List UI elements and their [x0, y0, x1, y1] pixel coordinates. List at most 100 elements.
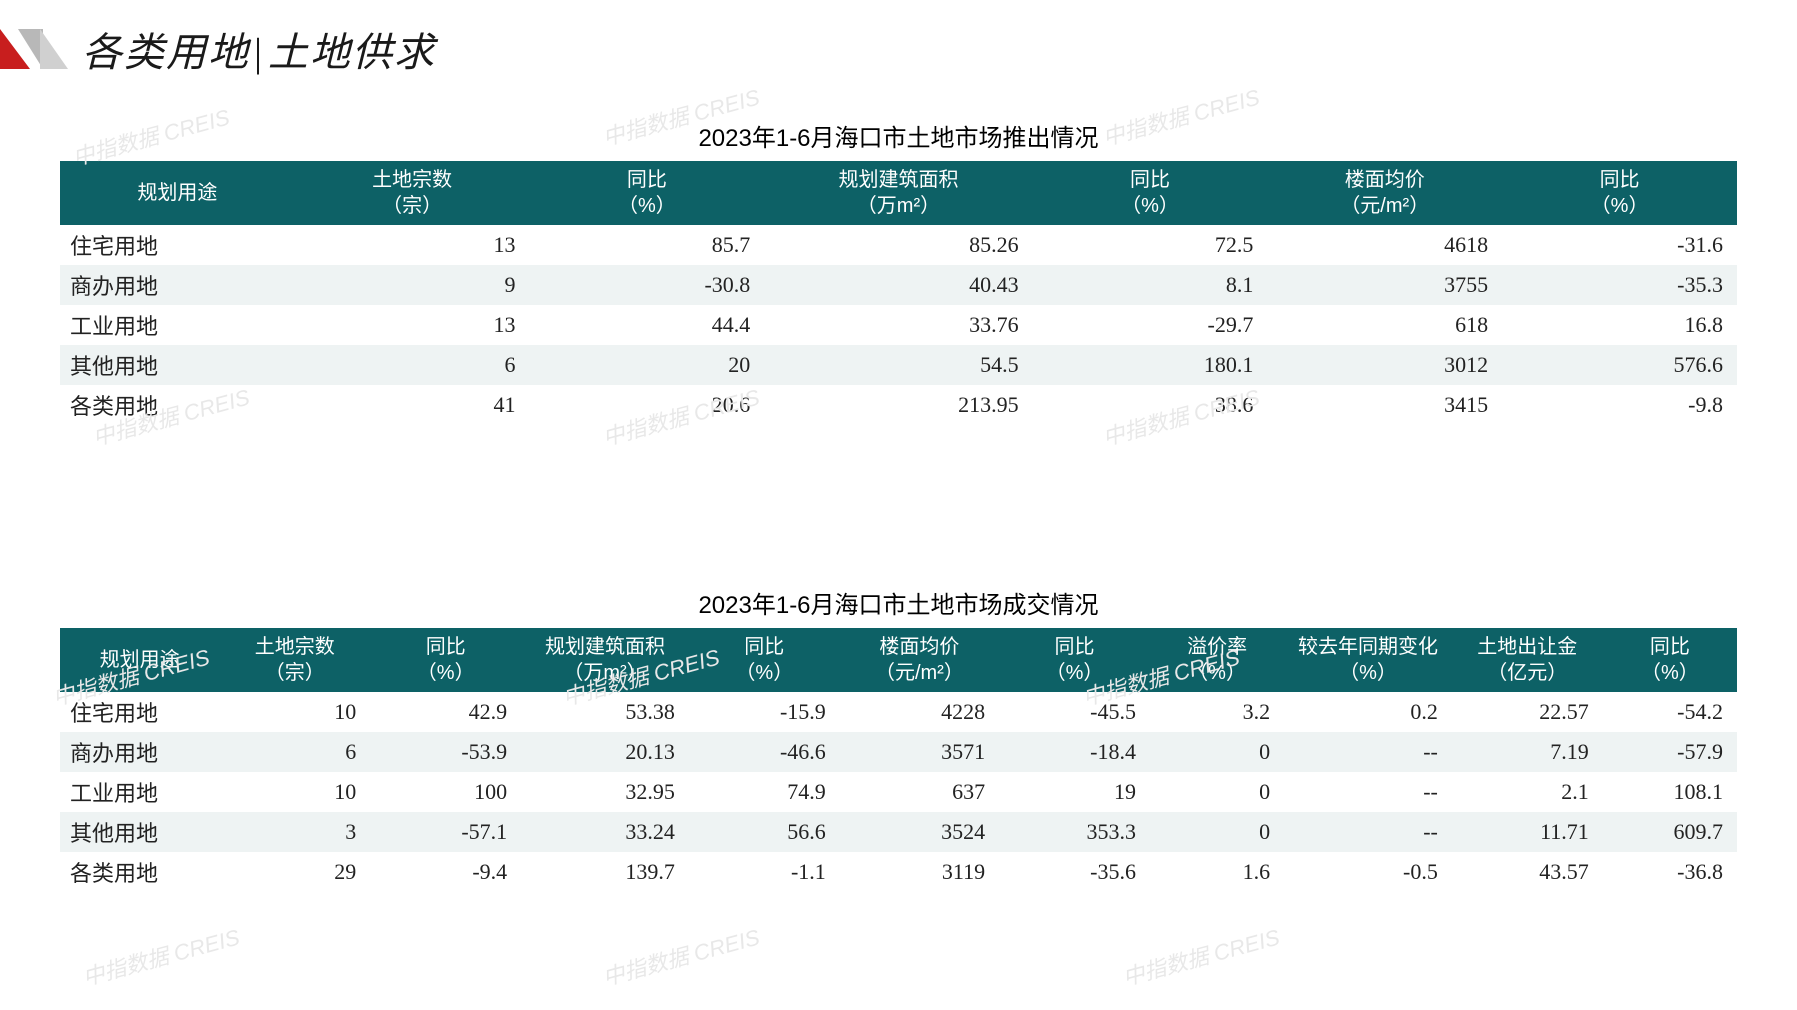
table1-cell: 4618 [1267, 225, 1502, 265]
table1-title: 2023年1-6月海口市土地市场推出情况 [60, 118, 1737, 153]
watermark: 中指数据 CREIS [79, 920, 243, 993]
table2-cell: -57.1 [370, 812, 521, 852]
table1-cell: 3012 [1267, 345, 1502, 385]
content-area: 2023年1-6月海口市土地市场推出情况 规划用途土地宗数（宗）同比（%）规划建… [0, 118, 1797, 892]
table2-cell: 56.6 [689, 812, 840, 852]
page-header: 各类用地|土地供求 [0, 0, 1797, 78]
table2-header-cell: 规划用途 [60, 628, 219, 692]
table1-cell: 16.8 [1502, 305, 1737, 345]
table2-cell: 20.13 [521, 732, 689, 772]
table2-cell: 0 [1150, 732, 1284, 772]
table1-header-cell: 楼面均价（元/m²） [1267, 161, 1502, 225]
table2-title: 2023年1-6月海口市土地市场成交情况 [60, 585, 1737, 620]
table1-header-cell: 规划建筑面积（万m²） [764, 161, 1032, 225]
table1-cell: 54.5 [764, 345, 1032, 385]
table2-cell: 53.38 [521, 692, 689, 732]
table1-row-label: 其他用地 [60, 345, 295, 385]
table1-cell: 213.95 [764, 385, 1032, 425]
table2-cell: 22.57 [1452, 692, 1603, 732]
table1-header-cell: 土地宗数（宗） [295, 161, 530, 225]
table2-cell: -36.8 [1603, 852, 1737, 892]
logo-icon [0, 29, 70, 69]
table1-row: 住宅用地1385.785.2672.54618-31.6 [60, 225, 1737, 265]
table2-cell: -35.6 [999, 852, 1150, 892]
table2-cell: 3119 [840, 852, 999, 892]
table2-cell: -45.5 [999, 692, 1150, 732]
table2-row-label: 住宅用地 [60, 692, 219, 732]
table2-header-cell: 较去年同期变化（%） [1284, 628, 1452, 692]
table2-cell: -15.9 [689, 692, 840, 732]
table2-cell: -0.5 [1284, 852, 1452, 892]
table2-cell: 100 [370, 772, 521, 812]
table1-cell: -31.6 [1502, 225, 1737, 265]
table1-row-label: 各类用地 [60, 385, 295, 425]
table2-cell: 0.2 [1284, 692, 1452, 732]
table1-cell: 72.5 [1033, 225, 1268, 265]
table1-cell: 8.1 [1033, 265, 1268, 305]
table2-row: 商办用地6-53.920.13-46.63571-18.40--7.19-57.… [60, 732, 1737, 772]
table2-cell: 0 [1150, 812, 1284, 852]
table1-row-label: 住宅用地 [60, 225, 295, 265]
table2-header-cell: 土地出让金（亿元） [1452, 628, 1603, 692]
table1-row: 各类用地4120.6213.9538.63415-9.8 [60, 385, 1737, 425]
table1-cell: 85.26 [764, 225, 1032, 265]
table1-header-cell: 同比（%） [1033, 161, 1268, 225]
table1-cell: 6 [295, 345, 530, 385]
table2-cell: 3571 [840, 732, 999, 772]
table2-cell: 74.9 [689, 772, 840, 812]
table2-header-cell: 同比（%） [999, 628, 1150, 692]
table2-cell: 3524 [840, 812, 999, 852]
table2-cell: -18.4 [999, 732, 1150, 772]
table1-header-cell: 规划用途 [60, 161, 295, 225]
table2-header-cell: 土地宗数（宗） [219, 628, 370, 692]
table2-cell: 4228 [840, 692, 999, 732]
table2-cell: 29 [219, 852, 370, 892]
table2-cell: 3.2 [1150, 692, 1284, 732]
table2-cell: 10 [219, 692, 370, 732]
table1-cell: 9 [295, 265, 530, 305]
table1-row-label: 商办用地 [60, 265, 295, 305]
table2-header-cell: 楼面均价（元/m²） [840, 628, 999, 692]
table2-cell: 33.24 [521, 812, 689, 852]
table2-cell: 0 [1150, 772, 1284, 812]
table2-cell: 1.6 [1150, 852, 1284, 892]
watermark: 中指数据 CREIS [1119, 920, 1283, 993]
table2-cell: 7.19 [1452, 732, 1603, 772]
table2-cell: 609.7 [1603, 812, 1737, 852]
table1-header-cell: 同比（%） [530, 161, 765, 225]
table2-cell: -- [1284, 732, 1452, 772]
table2-row-label: 商办用地 [60, 732, 219, 772]
table1-cell: 44.4 [530, 305, 765, 345]
table2-cell: 6 [219, 732, 370, 772]
table1-cell: 38.6 [1033, 385, 1268, 425]
table2-cell: -57.9 [1603, 732, 1737, 772]
table2-cell: 19 [999, 772, 1150, 812]
table1-cell: 576.6 [1502, 345, 1737, 385]
table1-cell: 20.6 [530, 385, 765, 425]
table2-cell: 11.71 [1452, 812, 1603, 852]
table2-cell: -46.6 [689, 732, 840, 772]
table2-row-label: 其他用地 [60, 812, 219, 852]
table2-cell: 353.3 [999, 812, 1150, 852]
table1-cell: 20 [530, 345, 765, 385]
table1-cell: 3415 [1267, 385, 1502, 425]
table2-row: 工业用地1010032.9574.9637190--2.1108.1 [60, 772, 1737, 812]
watermark: 中指数据 CREIS [599, 920, 763, 993]
table1-header-row: 规划用途土地宗数（宗）同比（%）规划建筑面积（万m²）同比（%）楼面均价（元/m… [60, 161, 1737, 225]
table2-row-label: 各类用地 [60, 852, 219, 892]
table2-cell: 3 [219, 812, 370, 852]
page-title: 各类用地|土地供求 [82, 20, 436, 78]
table1-cell: 85.7 [530, 225, 765, 265]
table2-cell: -- [1284, 812, 1452, 852]
table2-cell: 42.9 [370, 692, 521, 732]
table1-cell: -29.7 [1033, 305, 1268, 345]
table2: 规划用途土地宗数（宗）同比（%）规划建筑面积（万m²）同比（%）楼面均价（元/m… [60, 628, 1737, 892]
table1-header-cell: 同比（%） [1502, 161, 1737, 225]
table2-cell: 139.7 [521, 852, 689, 892]
table1-cell: 618 [1267, 305, 1502, 345]
table2-header-cell: 同比（%） [1603, 628, 1737, 692]
table1-cell: -30.8 [530, 265, 765, 305]
table2-cell: 10 [219, 772, 370, 812]
table1-cell: 40.43 [764, 265, 1032, 305]
table1-cell: 3755 [1267, 265, 1502, 305]
